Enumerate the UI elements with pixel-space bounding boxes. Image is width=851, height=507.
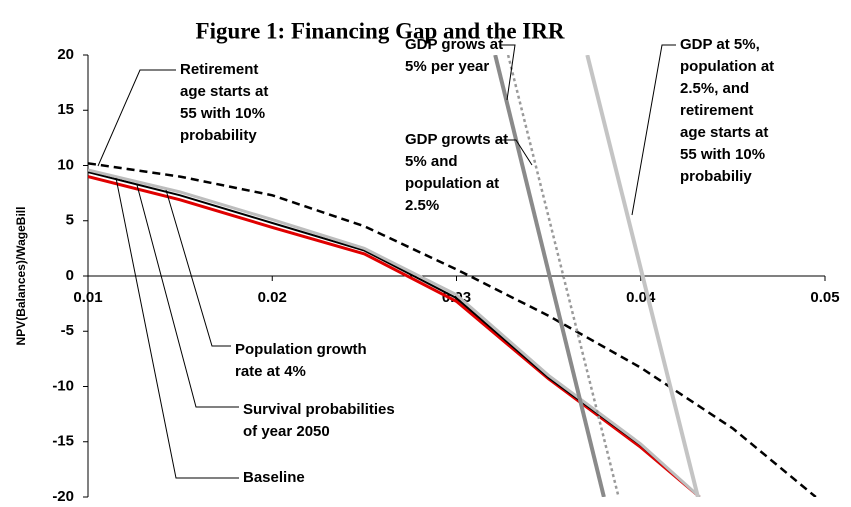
annotation-text: probabiliy (680, 168, 752, 185)
annotation-text: GDP growts at (405, 131, 508, 148)
x-tick-label: 0.04 (626, 289, 656, 306)
series-line (88, 162, 817, 497)
series-line (493, 55, 606, 497)
annotation-text: population at (680, 58, 774, 75)
annotation-text: of year 2050 (243, 423, 330, 440)
y-tick-label: -15 (52, 433, 74, 450)
y-tick-label: 15 (57, 101, 74, 118)
x-tick-label: 0.01 (73, 289, 102, 306)
annotation-text: population at (405, 175, 499, 192)
y-tick-label: -20 (52, 488, 74, 505)
annotation-text: 5% and (405, 153, 458, 170)
annotation-text: Survival probabilities (243, 401, 395, 418)
annotation-text: Retirement (180, 61, 258, 78)
annotation-text: GDP at 5%, (680, 36, 760, 53)
annotation-text: age starts at (680, 124, 768, 141)
x-tick-label: 0.02 (258, 289, 287, 306)
y-tick-label: -5 (61, 322, 74, 339)
y-tick-label: 20 (57, 46, 74, 63)
annotation-text: retirement (680, 102, 753, 119)
y-tick-label: -10 (52, 377, 74, 394)
y-tick-label: 5 (66, 212, 74, 229)
series-line (88, 171, 701, 497)
annotation-text: age starts at (180, 83, 268, 100)
annotation-leader (631, 44, 676, 216)
annotation-text: 55 with 10% (680, 146, 765, 163)
chart-title: Figure 1: Financing Gap and the IRR (196, 18, 565, 43)
series-line (88, 168, 701, 497)
annotation-text: 5% per year (405, 58, 489, 75)
annotation-text: rate at 4% (235, 363, 306, 380)
annotation-leader (97, 69, 176, 167)
annotation-text: GDP grows at (405, 36, 503, 53)
series-line (585, 55, 700, 497)
annotation-text: 2.5% (405, 197, 439, 214)
annotation-leader (136, 184, 239, 408)
annotation-text: Baseline (243, 469, 305, 486)
annotation-text: probability (180, 127, 257, 144)
plot-area (88, 55, 817, 497)
series-line (506, 55, 620, 497)
annotation-leader (115, 177, 239, 479)
y-tick-label: 0 (66, 267, 74, 284)
y-tick-label: 10 (57, 156, 74, 173)
series-line (88, 175, 701, 497)
annotation-leader (497, 139, 533, 166)
annotation-text: Population growth (235, 341, 367, 358)
annotation-text: 55 with 10% (180, 105, 265, 122)
x-tick-label: 0.05 (810, 289, 839, 306)
y-axis-label: NPV(Balances)/WageBill (14, 207, 28, 346)
annotation-leader (500, 44, 516, 101)
annotation-leader (165, 189, 231, 347)
annotation-text: 2.5%, and (680, 80, 749, 97)
